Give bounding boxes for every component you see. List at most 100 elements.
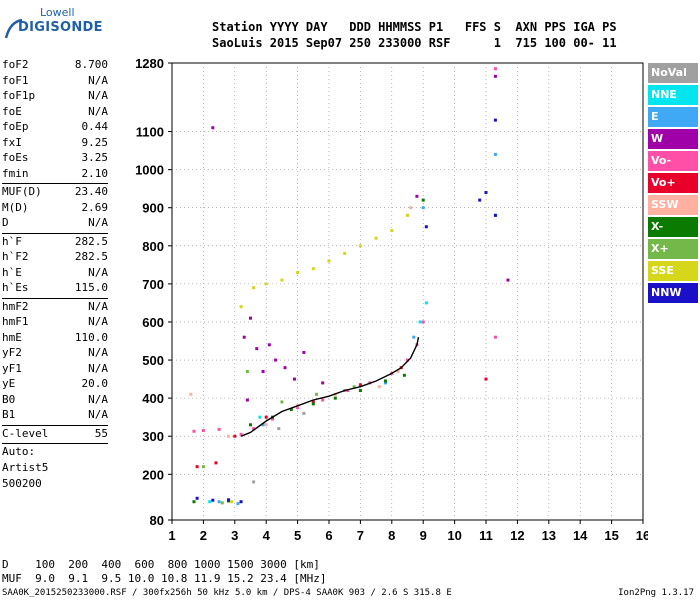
- param-separator: [2, 183, 108, 184]
- param-row: foEs 3.25: [2, 151, 108, 167]
- param-value: N/A: [88, 346, 108, 359]
- logo-swoosh-icon: [4, 18, 23, 39]
- param-row: fmin 2.10: [2, 167, 108, 183]
- param-value: N/A: [88, 361, 108, 375]
- echo-point-w: [493, 74, 497, 78]
- param-key: fmin: [2, 166, 29, 180]
- echo-point-nne: [424, 301, 428, 305]
- y-tick-label: 1100: [136, 125, 164, 140]
- echo-point-nnw: [424, 225, 428, 229]
- echo-point-nnw: [227, 498, 231, 502]
- parameter-panel: foF2 8.700 foF1 N/A foF1p N/A foE N/A foEp 0.44 fx…: [2, 58, 108, 493]
- echo-point-vo: [252, 427, 256, 431]
- y-tick-label: 1280: [135, 56, 164, 71]
- echo-point-x: [192, 500, 196, 504]
- param-separator: [2, 297, 108, 299]
- param-key: hmE: [2, 330, 22, 344]
- echo-point-w: [274, 358, 278, 362]
- echo-point-w: [283, 366, 287, 370]
- param-row: yF1 N/A: [2, 362, 108, 378]
- legend-item-x: X+: [648, 239, 698, 259]
- echo-point-x: [314, 392, 318, 396]
- param-separator: [2, 443, 108, 444]
- param-key: foEp: [2, 120, 29, 133]
- footer-version: Ion2Png 1.3.17: [618, 588, 694, 598]
- x-tick-label: 16: [636, 528, 648, 543]
- echo-point-w: [255, 347, 259, 351]
- legend-item-vo: Vo-: [648, 151, 698, 171]
- param-note: Artist5: [2, 461, 49, 474]
- param-value: 8.700: [74, 58, 108, 71]
- param-key: h`E: [2, 265, 22, 279]
- echo-point-sse: [280, 278, 284, 282]
- param-separator: [2, 232, 108, 234]
- echo-point-x: [220, 501, 224, 505]
- echo-point-nnw: [493, 213, 497, 217]
- echo-point-x: [352, 385, 356, 389]
- echo-point-ssw: [264, 423, 268, 427]
- legend-item-e: E: [648, 107, 698, 127]
- param-row: D N/A: [2, 216, 108, 232]
- echo-point-nne: [258, 415, 262, 419]
- echo-point-w: [292, 377, 296, 381]
- param-key: yF1: [2, 361, 22, 375]
- x-tick-label: 1: [168, 528, 175, 543]
- echo-point-vo: [421, 320, 425, 324]
- echo-point-w: [506, 278, 510, 282]
- echo-point-x: [289, 408, 293, 412]
- x-tick-label: 4: [263, 528, 271, 543]
- param-row: h`F 282.5: [2, 235, 108, 251]
- echo-point-x: [402, 373, 406, 377]
- y-tick-label: 1000: [135, 163, 164, 178]
- echo-point-ssw: [396, 369, 400, 373]
- echo-point-e: [261, 423, 265, 427]
- echo-point-ssw: [227, 434, 231, 438]
- echo-point-sse: [230, 500, 234, 504]
- x-tick-label: 9: [420, 528, 427, 543]
- legend-item-nnw: NNW: [648, 283, 698, 303]
- param-row: h`E N/A: [2, 266, 108, 282]
- legend-item-nne: NNE: [648, 85, 698, 105]
- y-tick-label: 80: [150, 513, 164, 528]
- param-value: N/A: [88, 315, 108, 328]
- y-tick-label: 400: [142, 391, 164, 406]
- footer-file-info: SAA0K_2015250233000.RSF / 300fx256h 50 k…: [2, 588, 452, 598]
- echo-point-w: [261, 369, 265, 373]
- echo-point-sse: [406, 213, 409, 217]
- param-row: fxI 9.25: [2, 136, 108, 152]
- polarization-legend: NoVal NNE E W Vo- Vo+ SSW X- X+ SSE NNW: [648, 63, 698, 305]
- echo-point-vo: [358, 383, 362, 387]
- param-value: N/A: [88, 216, 108, 229]
- x-tick-label: 11: [479, 528, 493, 543]
- echo-point-sse: [358, 244, 362, 248]
- param-row: h`Es 115.0: [2, 281, 108, 297]
- param-key: h`Es: [2, 281, 29, 294]
- x-tick-label: 14: [573, 528, 588, 543]
- echo-point-vo: [484, 377, 488, 381]
- echo-point-vo: [214, 461, 218, 465]
- y-tick-label: 600: [142, 315, 164, 330]
- param-value: N/A: [88, 392, 108, 406]
- param-value: 20.0: [81, 377, 109, 390]
- legend-item-vo: Vo+: [648, 173, 698, 193]
- echo-point-nnw: [484, 190, 488, 194]
- x-tick-label: 12: [510, 528, 524, 543]
- echo-point-nnw: [211, 498, 215, 502]
- param-row: C-level 55: [2, 427, 108, 443]
- echo-point-vo: [493, 67, 497, 71]
- echo-point-vo: [346, 389, 350, 393]
- x-tick-label: 6: [325, 528, 332, 543]
- echo-point-vo: [264, 415, 268, 419]
- echo-point-sse: [374, 236, 378, 240]
- echo-point-sse: [327, 259, 331, 263]
- legend-item-w: W: [648, 129, 698, 149]
- echo-point-w: [245, 398, 249, 402]
- muf-distance-row: D 100 200 400 600 800 1000 1500 3000 [km…: [2, 558, 320, 571]
- echo-point-sse: [390, 229, 394, 233]
- echo-point-vo: [321, 398, 325, 402]
- param-note: Auto:: [2, 445, 36, 458]
- echo-point-w: [211, 126, 215, 130]
- y-tick-label: 200: [142, 467, 164, 482]
- param-row: yF2 N/A: [2, 346, 108, 362]
- param-row: M(D) 2.69: [2, 201, 108, 217]
